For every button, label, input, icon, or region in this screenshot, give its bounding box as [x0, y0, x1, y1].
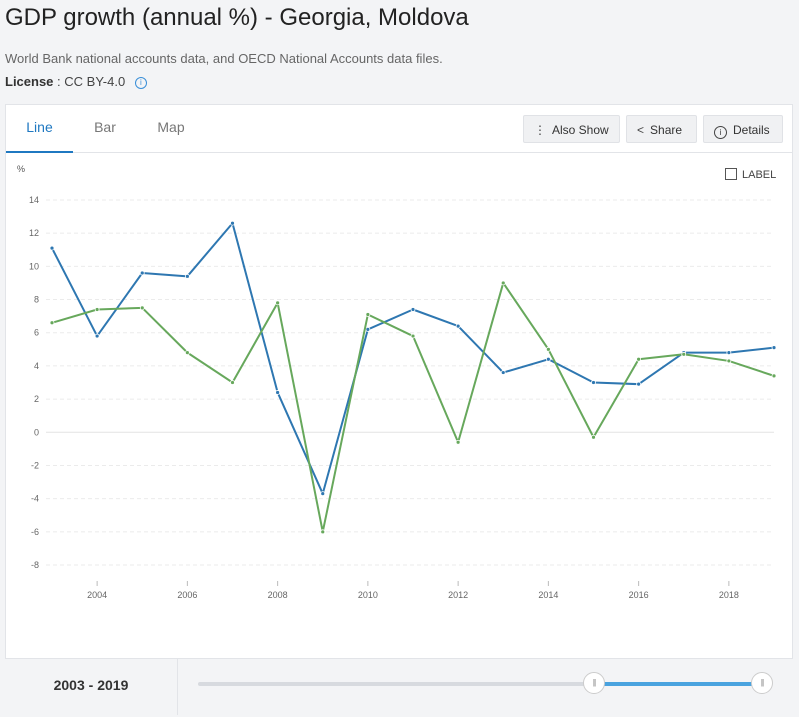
data-point [94, 307, 100, 312]
y-tick-label: 12 [29, 228, 39, 238]
share-icon: < [637, 123, 645, 137]
details-label: Details [733, 123, 770, 137]
data-point [365, 327, 371, 332]
data-point [230, 380, 235, 385]
data-point [275, 390, 281, 395]
y-tick-label: 6 [34, 328, 39, 338]
license-value: : CC BY-4.0 [57, 74, 126, 89]
info-icon[interactable]: i [134, 77, 147, 89]
x-tick-label: 2004 [87, 590, 107, 600]
range-start: 2003 [53, 677, 85, 693]
x-tick-label: 2006 [177, 590, 197, 600]
y-tick-label: 4 [34, 361, 39, 371]
data-point [230, 220, 235, 226]
data-point [681, 351, 687, 357]
label-toggle-text: LABEL [742, 169, 777, 181]
year-range: 2003 - 2019 [5, 659, 178, 715]
slider-handle-end[interactable]: ||| [751, 672, 773, 694]
label-checkbox[interactable] [725, 168, 737, 180]
also-show-button[interactable]: ⋮ Also Show [523, 115, 620, 143]
data-point [591, 380, 596, 385]
range-end: 2019 [97, 677, 129, 693]
share-label: Share [650, 123, 683, 137]
data-point [410, 307, 416, 312]
share-button[interactable]: < Share [626, 115, 697, 143]
details-button[interactable]: i Details [703, 115, 783, 143]
series-line-2 [51, 281, 775, 533]
y-tick-label: -8 [31, 560, 39, 570]
slider-handle-start[interactable]: ||| [583, 672, 605, 694]
x-tick-label: 2012 [448, 590, 468, 600]
also-show-label: Also Show [552, 123, 609, 137]
data-point [726, 358, 732, 364]
y-tick-label: 8 [34, 295, 39, 305]
more-vertical-icon: ⋮ [534, 123, 546, 137]
label-toggle[interactable]: LABEL [725, 168, 776, 181]
data-point [320, 491, 326, 497]
y-tick-label: 2 [34, 394, 39, 404]
tab-bar-chart[interactable]: Bar [94, 119, 116, 135]
data-point [365, 312, 371, 317]
range-footer: 2003 - 2019 ||| ||| [5, 658, 791, 717]
data-point [545, 356, 551, 362]
y-axis-unit-label: % [17, 164, 25, 174]
data-point [139, 305, 145, 311]
tab-bar: Line Bar Map ⋮ Also Show < Share i Details [6, 105, 792, 153]
data-point [455, 439, 461, 445]
data-point [139, 270, 145, 276]
range-separator: - [84, 677, 98, 693]
y-tick-label: 10 [29, 261, 39, 271]
data-point [455, 323, 461, 329]
data-point [49, 245, 55, 251]
x-tick-label: 2010 [358, 590, 378, 600]
data-point [771, 373, 777, 379]
license-label: License [5, 74, 54, 89]
info-circle-icon: i [714, 126, 727, 139]
tab-line[interactable]: Line [6, 105, 73, 153]
data-point [184, 350, 190, 356]
y-tick-label: 0 [34, 427, 39, 437]
y-tick-label: -4 [31, 494, 39, 504]
data-point [49, 320, 55, 326]
data-point [410, 333, 416, 339]
y-tick-label: -2 [31, 460, 39, 470]
data-point [636, 356, 642, 362]
data-point [184, 273, 190, 279]
data-point [500, 280, 506, 286]
chart-panel: Line Bar Map ⋮ Also Show < Share i Details … [5, 104, 793, 659]
data-point [591, 434, 596, 440]
series-line-1 [51, 222, 775, 495]
slider-selected-range [593, 682, 756, 686]
x-tick-label: 2014 [538, 590, 558, 600]
data-point [726, 350, 732, 356]
year-range-slider[interactable]: ||| ||| [198, 672, 773, 694]
data-point [500, 370, 506, 375]
data-point [771, 345, 777, 351]
tab-map[interactable]: Map [157, 119, 185, 135]
license: License : CC BY-4.0 i [5, 74, 147, 89]
page-title: GDP growth (annual %) - Georgia, Moldova [5, 4, 469, 31]
x-tick-label: 2018 [719, 590, 739, 600]
data-point [275, 300, 281, 306]
y-tick-label: -6 [31, 527, 39, 537]
data-point [545, 346, 551, 352]
data-point [94, 333, 100, 339]
data-point [636, 381, 642, 387]
data-point [320, 529, 326, 535]
x-tick-label: 2008 [268, 590, 288, 600]
line-chart: % -8 -6 -4 -2 0 2 4 6 8 10 12 14 2004 2006 2008 2010 2012… [17, 164, 777, 600]
x-tick-label: 2016 [629, 590, 649, 600]
y-tick-label: 14 [29, 195, 39, 205]
data-source: World Bank national accounts data, and O… [5, 51, 443, 66]
